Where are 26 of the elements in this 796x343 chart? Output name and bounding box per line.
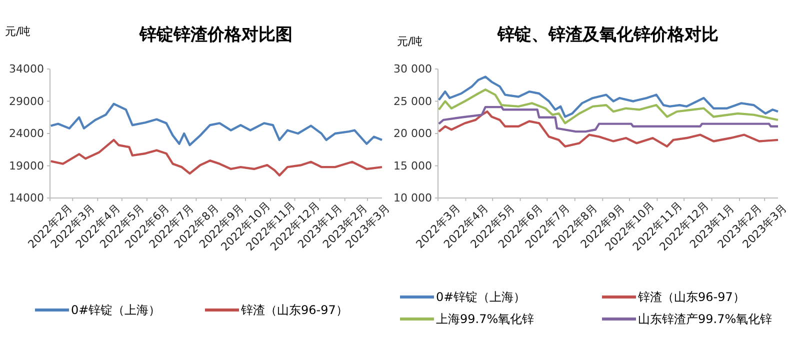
legend-label: 0#锌锭（上海） bbox=[436, 290, 526, 304]
y-axis-title: 元/吨 bbox=[397, 35, 423, 48]
line-series bbox=[438, 106, 780, 133]
legend-label: 0#锌锭（上海） bbox=[71, 303, 161, 318]
y-tick-label: 19000 bbox=[9, 159, 44, 172]
y-tick-label: 10 000 bbox=[394, 192, 432, 204]
legend-label: 山东锌渣产99.7%氧化锌 bbox=[638, 312, 772, 326]
y-tick-label: 30 000 bbox=[394, 62, 432, 76]
y-tick-label: 24000 bbox=[9, 127, 44, 140]
line-series bbox=[50, 102, 384, 146]
y-tick-label: 14000 bbox=[9, 192, 44, 204]
y-tick-label: 20 000 bbox=[394, 127, 432, 140]
y-tick-label: 34000 bbox=[9, 62, 44, 76]
line-series bbox=[50, 138, 384, 177]
y-tick-label: 29000 bbox=[9, 94, 44, 108]
y-tick-label: 15 000 bbox=[394, 159, 432, 172]
y-tick-label: 25 000 bbox=[394, 94, 432, 108]
chart-title: 锌锭、锌渣及氧化锌价格对比 bbox=[496, 25, 718, 45]
legend-label: 锌渣（山东96-97） bbox=[240, 303, 348, 318]
legend-label: 锌渣（山东96-97） bbox=[637, 290, 745, 304]
line-series bbox=[438, 76, 780, 118]
line-series bbox=[438, 88, 780, 124]
y-axis-title: 元/吨 bbox=[5, 25, 31, 38]
chart-title: 锌锭锌渣价格对比图 bbox=[138, 25, 292, 45]
line-series bbox=[438, 110, 780, 148]
legend-label: 上海99.7%氧化锌 bbox=[436, 312, 534, 326]
